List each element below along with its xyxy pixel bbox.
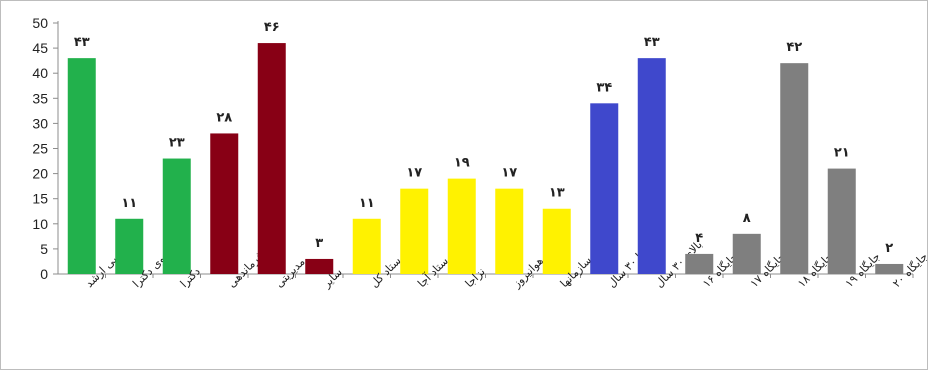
y-tick-label: 5 — [40, 241, 48, 257]
y-tick-label: 0 — [40, 266, 48, 282]
bar — [590, 103, 619, 274]
bar — [115, 218, 144, 274]
data-label: ۴ — [695, 231, 703, 246]
bar — [305, 258, 334, 274]
data-label: ۲۱ — [834, 146, 850, 161]
data-label: ۴۳ — [644, 35, 660, 50]
y-tick-label: 10 — [32, 216, 48, 232]
bar — [400, 188, 429, 274]
data-label: ۱۹ — [454, 156, 470, 171]
y-tick-label: 50 — [32, 15, 48, 31]
data-label: ۳۴ — [596, 80, 612, 95]
bar — [732, 233, 761, 274]
bar — [352, 218, 381, 274]
bar — [542, 208, 571, 274]
data-label: ۱۷ — [501, 166, 517, 181]
data-label: ۴۶ — [264, 20, 280, 35]
data-label: ۱۳ — [549, 186, 565, 201]
bar — [447, 178, 476, 274]
bar — [875, 263, 904, 274]
bar — [685, 253, 714, 274]
data-label: ۴۲ — [786, 40, 802, 55]
data-label: ۱۷ — [406, 166, 422, 181]
data-label: ۲۸ — [216, 110, 232, 125]
bar — [637, 58, 666, 274]
bar — [67, 58, 96, 274]
y-tick-label: 40 — [32, 65, 48, 81]
bar — [780, 63, 809, 274]
y-tick-label: 15 — [32, 191, 48, 207]
data-label: ۲۳ — [169, 136, 185, 151]
data-label: ۱۱ — [359, 196, 375, 211]
y-tick-label: 30 — [32, 115, 48, 131]
bar — [257, 43, 286, 274]
bar — [162, 158, 191, 274]
data-label: ۱۱ — [121, 196, 137, 211]
bar — [210, 133, 239, 274]
y-tick-label: 45 — [32, 40, 48, 56]
y-tick-label: 35 — [32, 90, 48, 106]
data-label: ۳ — [315, 236, 323, 251]
y-tick-label: 25 — [32, 141, 48, 157]
data-label: ۸ — [743, 211, 751, 226]
bar — [827, 168, 856, 274]
data-label: ۲ — [885, 241, 893, 256]
y-tick-label: 20 — [32, 166, 48, 182]
data-label: ۴۳ — [74, 35, 90, 50]
bar — [495, 188, 524, 274]
